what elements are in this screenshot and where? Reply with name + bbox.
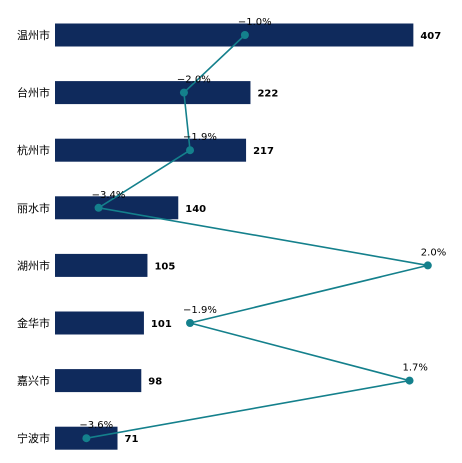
bar-value-label: 71: [125, 434, 139, 445]
bar-value-label: 217: [253, 146, 274, 157]
labels-group: 温州市 407 台州市 222 杭州市 217 丽水市 140 湖州市 105 金华市 101 嘉兴市 9…: [17, 17, 446, 445]
category-label: 温州市: [17, 28, 50, 42]
category-label: 丽水市: [17, 201, 50, 215]
change-point: [405, 376, 414, 385]
change-label: −1.9%: [183, 132, 217, 143]
change-point: [423, 261, 432, 270]
change-label: −3.4%: [92, 190, 126, 201]
change-label: 2.0%: [421, 247, 446, 258]
category-label: 湖州市: [17, 258, 50, 272]
change-point: [240, 31, 249, 39]
line-group: [82, 31, 432, 443]
bar-value-label: 222: [257, 89, 278, 100]
category-label: 杭州市: [17, 143, 50, 157]
category-label: 宁波市: [17, 431, 50, 445]
change-point: [94, 203, 103, 212]
change-point: [179, 88, 188, 97]
change-label: 1.7%: [403, 363, 428, 374]
change-point: [186, 146, 195, 155]
bar: [55, 138, 247, 162]
category-label: 嘉兴市: [17, 374, 50, 388]
bar-value-label: 140: [185, 204, 206, 215]
bars-group: [55, 23, 414, 450]
bar: [55, 81, 251, 105]
bar-value-label: 101: [151, 319, 172, 330]
bar-value-label: 407: [420, 31, 441, 42]
change-label: −3.6%: [79, 420, 113, 431]
bar: [55, 253, 148, 277]
bar: [55, 196, 179, 220]
change-point: [82, 434, 91, 443]
change-label: −1.0%: [238, 17, 272, 28]
bar-value-label: 105: [154, 261, 175, 272]
bar: [55, 369, 142, 393]
change-line: [86, 34, 428, 439]
category-label: 台州市: [17, 86, 50, 100]
change-point: [186, 319, 195, 327]
change-label: −2.0%: [177, 75, 211, 86]
bar-value-label: 98: [148, 377, 162, 388]
category-label: 金华市: [17, 316, 50, 330]
bar: [55, 311, 144, 335]
bar: [55, 23, 414, 47]
change-label: −1.9%: [183, 305, 217, 316]
